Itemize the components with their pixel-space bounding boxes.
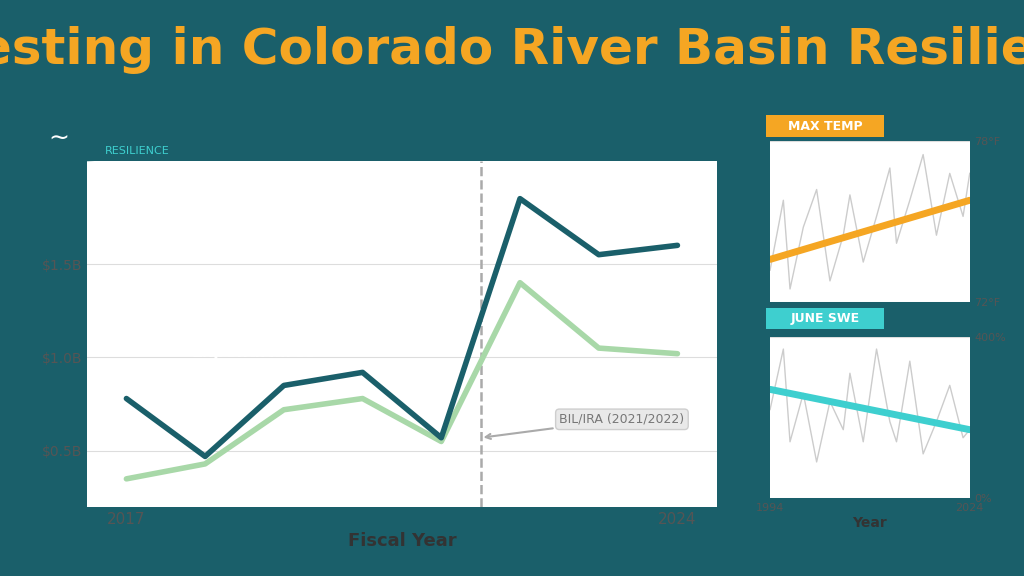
Text: JUNE SWE: JUNE SWE (791, 312, 859, 325)
FancyBboxPatch shape (757, 306, 893, 331)
Text: Investing in Colorado River Basin Resilience: Investing in Colorado River Basin Resili… (0, 26, 1024, 74)
Text: Crop Insurance
Expenditures: Crop Insurance Expenditures (182, 319, 325, 361)
FancyBboxPatch shape (757, 113, 893, 139)
Text: Obligated Funds for
Resilience Building: Obligated Funds for Resilience Building (171, 218, 356, 260)
Text: BIL/IRA (2021/2022): BIL/IRA (2021/2022) (485, 413, 684, 439)
X-axis label: Year: Year (853, 516, 887, 530)
Text: ∼: ∼ (48, 126, 69, 150)
Circle shape (0, 115, 181, 161)
X-axis label: Fiscal Year: Fiscal Year (347, 532, 457, 550)
Text: RESILIENCE: RESILIENCE (104, 146, 169, 156)
Text: MAX TEMP: MAX TEMP (787, 120, 862, 132)
Text: COLORADO RIVER: COLORADO RIVER (104, 119, 244, 132)
